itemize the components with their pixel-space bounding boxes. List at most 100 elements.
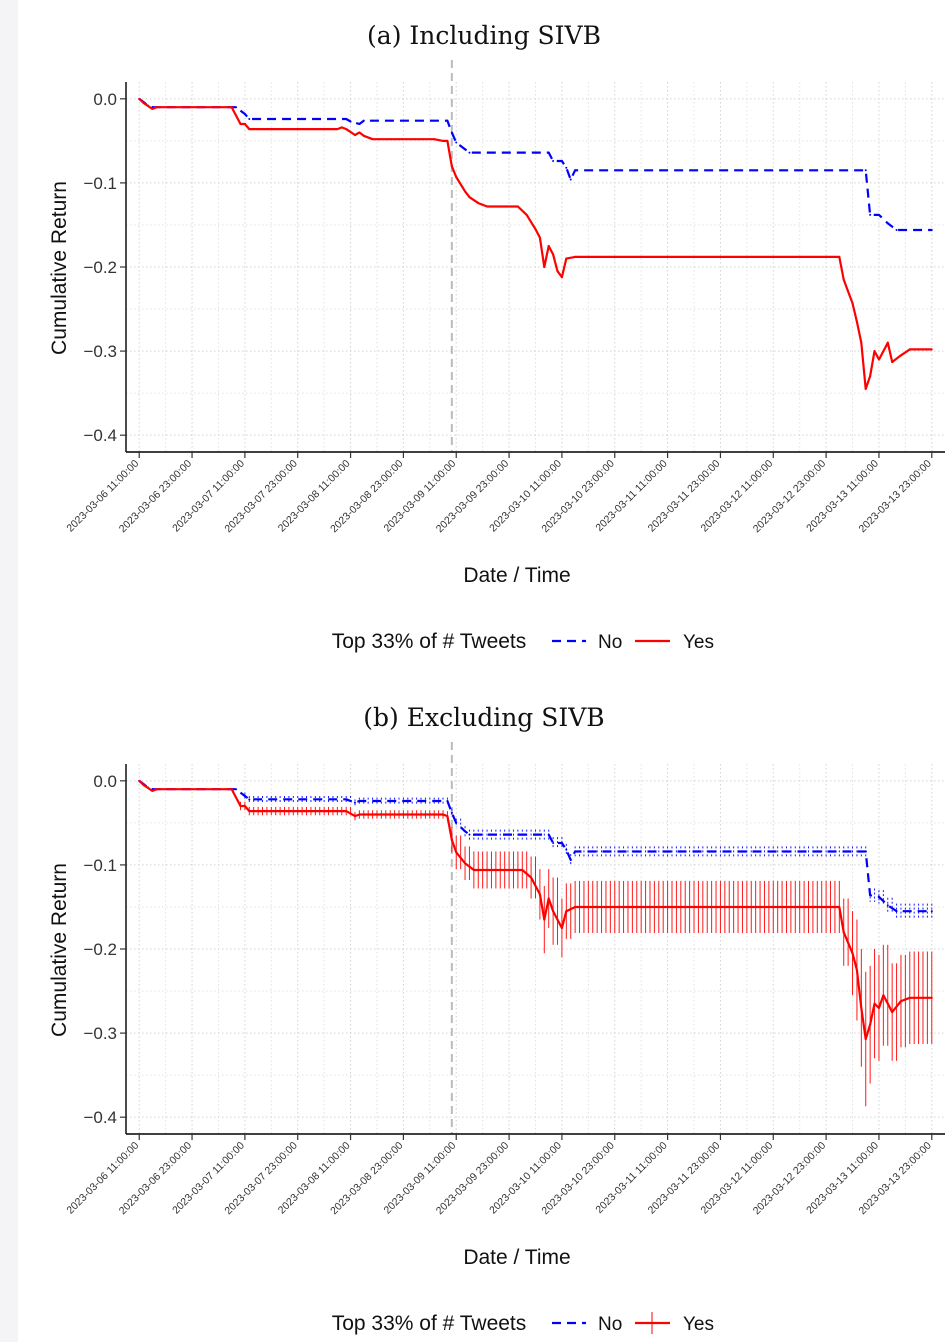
legend-label-no: No <box>598 1314 622 1335</box>
point-35 <box>877 1006 880 1009</box>
point-27 <box>538 236 541 239</box>
point-24 <box>895 910 898 913</box>
point-1 <box>142 784 145 787</box>
point-7 <box>353 801 356 804</box>
point-0 <box>138 97 141 100</box>
point-3 <box>235 106 238 109</box>
point-18 <box>450 165 453 168</box>
point-10 <box>450 811 453 814</box>
point-6 <box>243 805 246 808</box>
point-21 <box>869 894 872 897</box>
point-28 <box>543 266 546 268</box>
point-11 <box>455 821 458 824</box>
point-15 <box>433 138 436 141</box>
point-46 <box>886 341 889 344</box>
point-21 <box>543 918 546 921</box>
point-50 <box>930 348 933 351</box>
point-20 <box>538 893 541 896</box>
x-axis-label: Date / Time <box>463 1246 570 1269</box>
point-35 <box>811 255 814 258</box>
point-25 <box>895 229 898 231</box>
point-15 <box>552 842 555 845</box>
point-25 <box>565 910 568 913</box>
y-tick-label-4: −0.4 <box>83 426 117 445</box>
point-17 <box>560 160 563 163</box>
point-25 <box>930 910 933 913</box>
point-45 <box>882 350 885 353</box>
point-8 <box>358 123 361 126</box>
point-36 <box>838 255 841 258</box>
point-6 <box>243 123 246 126</box>
point-7 <box>248 810 251 813</box>
point-24 <box>886 222 889 225</box>
point-16 <box>464 862 467 865</box>
point-16 <box>442 139 445 142</box>
point-33 <box>565 257 568 260</box>
legend-label-no: No <box>598 632 622 653</box>
point-16 <box>552 160 555 163</box>
point-23 <box>886 904 889 907</box>
point-3 <box>235 788 238 791</box>
series-yes <box>138 97 933 390</box>
point-21 <box>864 169 867 172</box>
series-no <box>138 779 933 919</box>
point-20 <box>464 190 467 193</box>
point-23 <box>552 910 555 913</box>
point-47 <box>891 361 894 364</box>
figure: (a) Including SIVB 0.0 −0.1 −0.2 −0.3 −0.4 20… <box>18 0 945 1342</box>
point-8 <box>336 128 339 131</box>
chart-panel-b: (b) Excluding SIVB 0.0−0.1−0.2−0.3−0.420… <box>48 703 945 1335</box>
y-axis-label: Cumulative Return <box>48 181 71 355</box>
point-6 <box>345 118 348 120</box>
point-12 <box>442 813 445 816</box>
point-38 <box>851 302 854 305</box>
point-18 <box>521 868 524 871</box>
point-34 <box>574 255 577 258</box>
y-tick-label-0: 0.0 <box>93 772 117 791</box>
point-18 <box>565 166 568 169</box>
point-10 <box>353 815 356 818</box>
point-27 <box>838 905 841 908</box>
point-31 <box>860 1006 863 1009</box>
point-17 <box>472 868 475 871</box>
point-42 <box>869 375 872 378</box>
point-18 <box>569 858 572 861</box>
point-48 <box>899 354 902 357</box>
point-22 <box>877 895 880 898</box>
point-37 <box>891 1011 894 1014</box>
point-11 <box>450 131 453 134</box>
point-32 <box>864 1037 867 1040</box>
y-tick-label-1: −0.1 <box>83 856 117 875</box>
point-38 <box>899 1000 902 1003</box>
chart-title: (b) Excluding SIVB <box>363 703 604 732</box>
point-20 <box>574 169 577 172</box>
point-21 <box>468 196 471 199</box>
point-6 <box>345 798 348 801</box>
chart-title: (a) Including SIVB <box>367 21 601 50</box>
legend-key-yes <box>635 1312 670 1334</box>
point-5 <box>239 805 242 808</box>
point-22 <box>477 202 480 205</box>
point-22 <box>547 897 550 900</box>
point-26 <box>574 905 577 908</box>
point-13 <box>468 833 471 836</box>
point-33 <box>869 1023 872 1026</box>
point-13 <box>362 134 365 137</box>
point-4 <box>243 112 246 115</box>
point-14 <box>547 833 550 836</box>
point-29 <box>851 952 854 955</box>
chart-panel-a: (a) Including SIVB 0.0−0.1−0.2−0.3−0.420… <box>48 21 945 653</box>
point-5 <box>248 798 251 801</box>
point-15 <box>547 151 550 154</box>
point-37 <box>842 278 845 281</box>
series-no <box>138 97 933 232</box>
point-49 <box>908 348 911 351</box>
point-9 <box>340 126 343 129</box>
legend-label-yes: Yes <box>683 1314 714 1335</box>
point-4 <box>243 794 246 797</box>
legend-title: Top 33% of # Tweets <box>332 630 527 653</box>
point-28 <box>842 931 845 934</box>
point-32 <box>560 276 563 279</box>
